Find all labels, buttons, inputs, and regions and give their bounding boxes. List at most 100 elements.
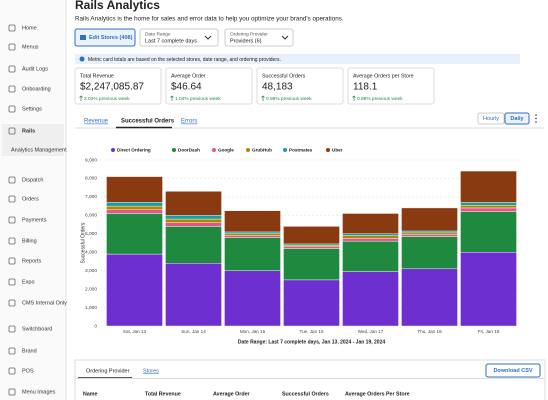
metric-change: 1.04% previous week — [175, 96, 221, 102]
date-range-select[interactable] — [139, 28, 219, 47]
bar-segment — [106, 213, 163, 255]
more-menu[interactable] — [535, 114, 537, 123]
table-tab[interactable]: Stores — [143, 368, 159, 374]
tab-active[interactable]: Successful Orders — [121, 119, 175, 125]
nav-icon — [8, 367, 16, 375]
x-tick-label: Thu, Jan 18 — [417, 329, 442, 334]
metric-card — [74, 67, 162, 105]
info-icon — [79, 56, 85, 62]
nav-item[interactable]: Menus — [22, 44, 39, 50]
bar-segment — [224, 231, 281, 234]
nav-icon — [8, 105, 16, 113]
edit-icon — [80, 35, 86, 40]
bar-segment — [460, 202, 517, 206]
nav-item[interactable]: Expo — [22, 279, 35, 285]
bar-segment — [165, 222, 222, 227]
daily-button[interactable] — [504, 112, 530, 125]
legend-label: GrubHub — [252, 148, 272, 153]
table-card — [74, 359, 546, 400]
download-button[interactable] — [485, 363, 541, 378]
metric-label: Successful Orders — [262, 73, 306, 79]
legend-swatch — [283, 148, 287, 152]
bar-segment — [106, 253, 163, 327]
nav-item[interactable]: Dispatch — [22, 177, 43, 183]
up-arrow — [79, 95, 83, 101]
nav-icon — [8, 43, 16, 51]
notice-text: Metric card totals are based on the sele… — [88, 57, 281, 63]
bar-segment — [401, 230, 458, 234]
date-range-value: Last 7 complete days — [145, 38, 197, 44]
nav-item[interactable]: Audit Logs — [22, 66, 48, 72]
nav-icon — [8, 299, 16, 307]
notice-bar — [75, 54, 520, 64]
bar-segment — [401, 236, 458, 270]
hourly-label: Hourly — [483, 116, 499, 122]
nav-item[interactable]: Rails — [22, 128, 35, 134]
nav-item[interactable]: Payments — [22, 217, 47, 223]
nav-item[interactable]: Brand — [22, 348, 37, 354]
nav-icon — [8, 176, 16, 184]
y-tick-label: 6,000 — [85, 213, 97, 219]
nav-item[interactable]: Settings — [22, 106, 42, 112]
nav-item[interactable]: Onboarding — [22, 86, 51, 92]
nav-item[interactable]: POS — [22, 368, 34, 374]
metric-value: 118.1 — [353, 82, 378, 93]
bar-segment — [401, 232, 458, 235]
sidebar — [0, 0, 66, 400]
bar-segment — [106, 202, 163, 207]
hourly-button[interactable] — [477, 112, 505, 125]
chevron — [204, 35, 212, 40]
bar-segment — [165, 226, 222, 264]
page-title: Rails Analytics — [75, 0, 160, 12]
edit-stores-button[interactable] — [74, 28, 136, 47]
bar-segment — [342, 240, 399, 272]
bar-segment — [106, 205, 163, 211]
nav-item[interactable]: Switchboard — [22, 326, 52, 332]
nav-item[interactable]: Home — [22, 25, 37, 31]
bar-segment — [283, 226, 340, 245]
x-tick-label: Tue, Jan 16 — [299, 329, 324, 334]
nav-icon — [8, 195, 16, 203]
bar-segment — [106, 176, 163, 203]
metric-value: $2,247,085.87 — [80, 82, 144, 93]
nav-item[interactable]: Billing — [22, 238, 37, 244]
nav-item[interactable]: Menu Images — [22, 389, 56, 395]
table-tab-active[interactable]: Ordering Provider — [86, 368, 130, 374]
column-header: Average Order — [213, 391, 250, 397]
bar-segment — [401, 207, 458, 232]
nav-icon — [8, 237, 16, 245]
column-header: Total Revenue — [145, 391, 181, 397]
bar-segment — [283, 245, 340, 247]
legend-swatch — [326, 148, 330, 152]
bar-segment — [401, 234, 458, 237]
column-header: Successful Orders — [282, 391, 329, 397]
provider-select[interactable] — [224, 28, 294, 47]
nav-icon — [8, 216, 16, 224]
nav-item[interactable]: Orders — [22, 196, 39, 202]
y-tick-label: 1,000 — [85, 305, 97, 311]
bar-segment — [460, 252, 517, 327]
nav-active-bg — [2, 124, 64, 156]
metric-card — [165, 67, 253, 105]
tab[interactable]: Errors — [181, 119, 197, 125]
bar-segment — [283, 248, 340, 281]
bar-segment — [165, 263, 222, 327]
x-tick-label: Wed, Jan 17 — [358, 329, 384, 334]
nav-sub-item[interactable]: Analytics Management — [11, 147, 67, 153]
bar-segment — [165, 215, 222, 220]
bar-segment — [342, 233, 399, 236]
bar-segment — [224, 210, 281, 233]
chevron — [281, 35, 289, 40]
nav-icon — [8, 85, 16, 93]
nav-item[interactable]: Reports — [22, 258, 42, 264]
tab[interactable]: Revenue — [84, 119, 109, 125]
column-header: Average Orders Per Store — [345, 391, 410, 397]
y-tick-label: 2,000 — [85, 286, 97, 292]
bar-segment — [224, 237, 281, 271]
nav-icon — [8, 65, 16, 73]
nav-item[interactable]: CMS Internal Only — [22, 300, 67, 306]
bar-segment — [342, 238, 399, 242]
metric-change: 2.02% previous week — [84, 96, 130, 102]
x-tick-label: Sun, Jan 14 — [181, 329, 206, 334]
